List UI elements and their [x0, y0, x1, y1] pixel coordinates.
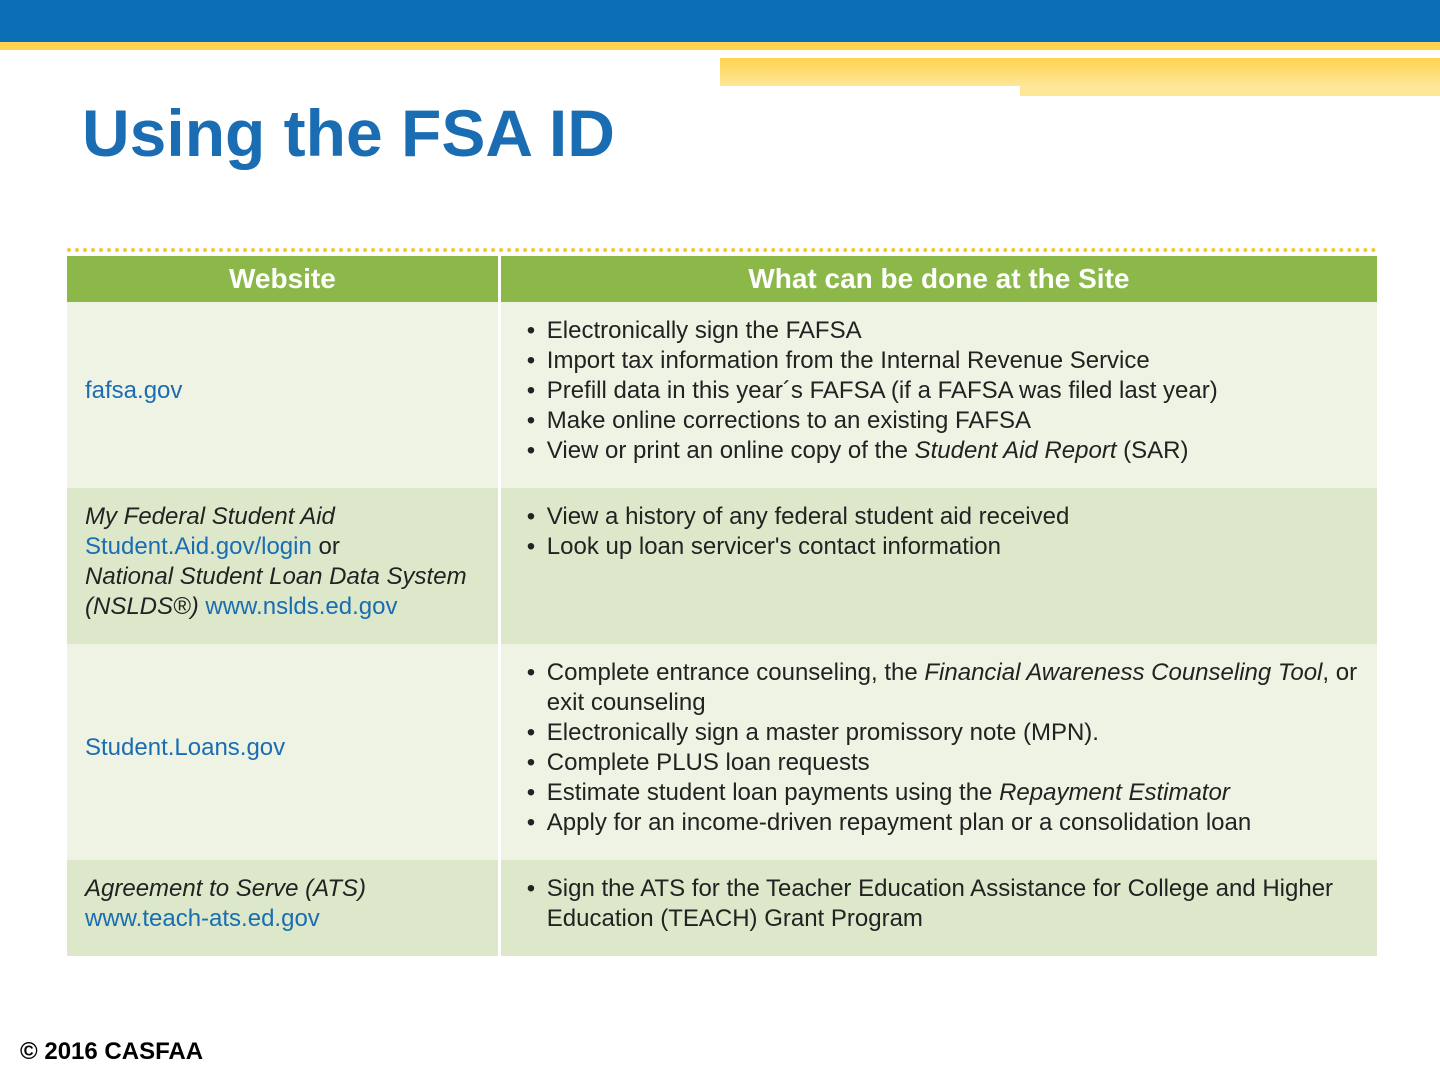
list-item: Complete PLUS loan requests	[523, 748, 1359, 778]
cell-actions: Sign the ATS for the Teacher Education A…	[499, 860, 1377, 956]
cell-website: fafsa.gov	[67, 302, 499, 488]
list-item: View or print an online copy of the Stud…	[523, 436, 1359, 466]
text-suffix: or	[312, 533, 340, 560]
col-header-website: Website	[67, 256, 499, 302]
bullet-list: Sign the ATS for the Teacher Education A…	[519, 874, 1359, 934]
list-item: Electronically sign a master promissory …	[523, 718, 1359, 748]
cell-website: My Federal Student Aid Student.Aid.gov/l…	[67, 488, 499, 644]
list-item: Electronically sign the FAFSA	[523, 316, 1359, 346]
table-row: Agreement to Serve (ATS) www.teach-ats.e…	[67, 860, 1377, 956]
text-italic: Repayment Estimator	[999, 779, 1230, 806]
text-pre: Estimate student loan payments using the	[547, 779, 999, 806]
bullet-list: View a history of any federal student ai…	[519, 502, 1359, 562]
cell-website: Student.Loans.gov	[67, 644, 499, 860]
list-item: Apply for an income-driven repayment pla…	[523, 808, 1359, 838]
list-item: Look up loan servicer's contact informat…	[523, 532, 1359, 562]
bullet-list: Electronically sign the FAFSA Import tax…	[519, 316, 1359, 466]
fsa-id-table: Website What can be done at the Site faf…	[67, 256, 1377, 956]
cell-actions: Electronically sign the FAFSA Import tax…	[499, 302, 1377, 488]
list-item: Estimate student loan payments using the…	[523, 778, 1359, 808]
list-item: Make online corrections to an existing F…	[523, 406, 1359, 436]
table-header-row: Website What can be done at the Site	[67, 256, 1377, 302]
table-row: Student.Loans.gov Complete entrance coun…	[67, 644, 1377, 860]
link-teach-ats-gov[interactable]: www.teach-ats.ed.gov	[85, 905, 320, 932]
table-row: My Federal Student Aid Student.Aid.gov/l…	[67, 488, 1377, 644]
link-fafsa-gov[interactable]: fafsa.gov	[85, 377, 182, 404]
col-header-actions: What can be done at the Site	[499, 256, 1377, 302]
dotted-separator	[67, 248, 1377, 252]
banner-accent-right	[720, 58, 1440, 86]
link-nslds-ed-gov[interactable]: www.nslds.ed.gov	[205, 593, 397, 620]
list-item: View a history of any federal student ai…	[523, 502, 1359, 532]
link-studentloans-gov[interactable]: Student.Loans.gov	[85, 734, 285, 761]
text-italic: Student Aid Report	[915, 437, 1117, 464]
copyright-text: © 2016 CASFAA	[20, 1038, 203, 1066]
text-italic: My Federal Student Aid	[85, 502, 480, 532]
banner-blue	[0, 0, 1440, 50]
table-row: fafsa.gov Electronically sign the FAFSA …	[67, 302, 1377, 488]
page-title: Using the FSA ID	[82, 95, 615, 171]
link-studentaid-gov[interactable]: Student.Aid.gov/login	[85, 533, 312, 560]
cell-website: Agreement to Serve (ATS) www.teach-ats.e…	[67, 860, 499, 956]
list-item: Import tax information from the Internal…	[523, 346, 1359, 376]
text-pre: Complete entrance counseling, the	[547, 659, 925, 686]
text-italic: Financial Awareness Counseling Tool	[924, 659, 1322, 686]
banner-accent-right-2	[1020, 86, 1440, 96]
cell-actions: View a history of any federal student ai…	[499, 488, 1377, 644]
text-post: (SAR)	[1116, 437, 1188, 464]
text-italic: Agreement to Serve (ATS)	[85, 874, 480, 904]
list-item: Sign the ATS for the Teacher Education A…	[523, 874, 1359, 934]
bullet-list: Complete entrance counseling, the Financ…	[519, 658, 1359, 838]
list-item: Prefill data in this year´s FAFSA (if a …	[523, 376, 1359, 406]
cell-actions: Complete entrance counseling, the Financ…	[499, 644, 1377, 860]
text-pre: View or print an online copy of the	[547, 437, 915, 464]
list-item: Complete entrance counseling, the Financ…	[523, 658, 1359, 718]
